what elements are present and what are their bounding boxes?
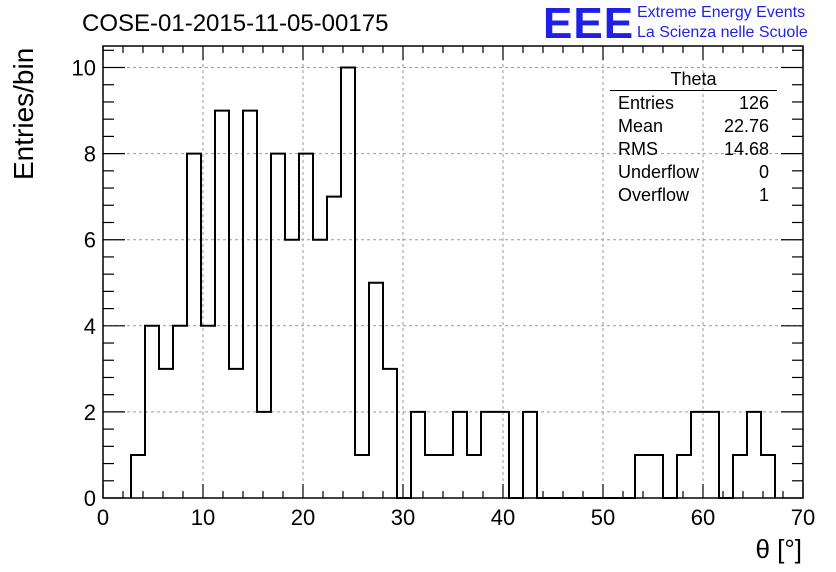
- x-tick-label: 30: [391, 505, 415, 530]
- chart-title: COSE-01-2015-11-05-00175: [82, 10, 389, 37]
- stats-value: 126: [738, 93, 769, 113]
- grid-lines: [103, 46, 803, 498]
- y-tick-label: 10: [72, 56, 96, 81]
- stats-label: Entries: [618, 93, 675, 113]
- stats-row: Underflow 0: [610, 161, 777, 184]
- x-tick-label: 0: [97, 505, 109, 530]
- y-axis-label: Entries/bin: [8, 47, 39, 180]
- x-tick-label: 50: [591, 505, 615, 530]
- stats-label: Mean: [618, 116, 664, 136]
- x-tick-label: 60: [691, 505, 715, 530]
- stats-box: Theta Entries 126 Mean 22.76 RMS 14.68 U…: [610, 68, 777, 207]
- stats-value: 22.76: [723, 116, 769, 136]
- stats-row: Mean 22.76: [610, 115, 777, 138]
- axis-ticks: [102, 46, 804, 499]
- stats-row: Entries 126: [610, 92, 777, 115]
- stats-row: RMS 14.68: [610, 138, 777, 161]
- y-tick-label: 4: [84, 314, 96, 339]
- stats-title: Theta: [610, 68, 777, 91]
- logo-line-2: La Scienza nelle Scuole: [637, 24, 808, 41]
- stats-row: Overflow 1: [610, 184, 777, 207]
- x-tick-label: 10: [191, 505, 215, 530]
- histogram-line: [130, 66, 776, 499]
- logo-line-1: Extreme Energy Events: [637, 4, 806, 21]
- x-axis-label: θ [°]: [755, 534, 802, 564]
- x-tick-label: 70: [791, 505, 815, 530]
- y-tick-label: 0: [84, 486, 96, 511]
- stats-label: RMS: [618, 139, 658, 159]
- x-tick-label: 20: [291, 505, 315, 530]
- stats-value: 1: [758, 185, 769, 205]
- y-tick-label: 2: [84, 400, 96, 425]
- stats-label: Overflow: [618, 185, 690, 205]
- axes: [102, 45, 804, 499]
- y-tick-label: 8: [84, 142, 96, 167]
- stats-value: 0: [758, 162, 769, 182]
- y-tick-label: 6: [84, 228, 96, 253]
- stats-value: 14.68: [723, 139, 769, 159]
- plot-frame: [102, 45, 804, 499]
- x-tick-label: 40: [491, 505, 515, 530]
- stats-label: Underflow: [618, 162, 700, 182]
- eee-logo: EEE: [543, 0, 635, 48]
